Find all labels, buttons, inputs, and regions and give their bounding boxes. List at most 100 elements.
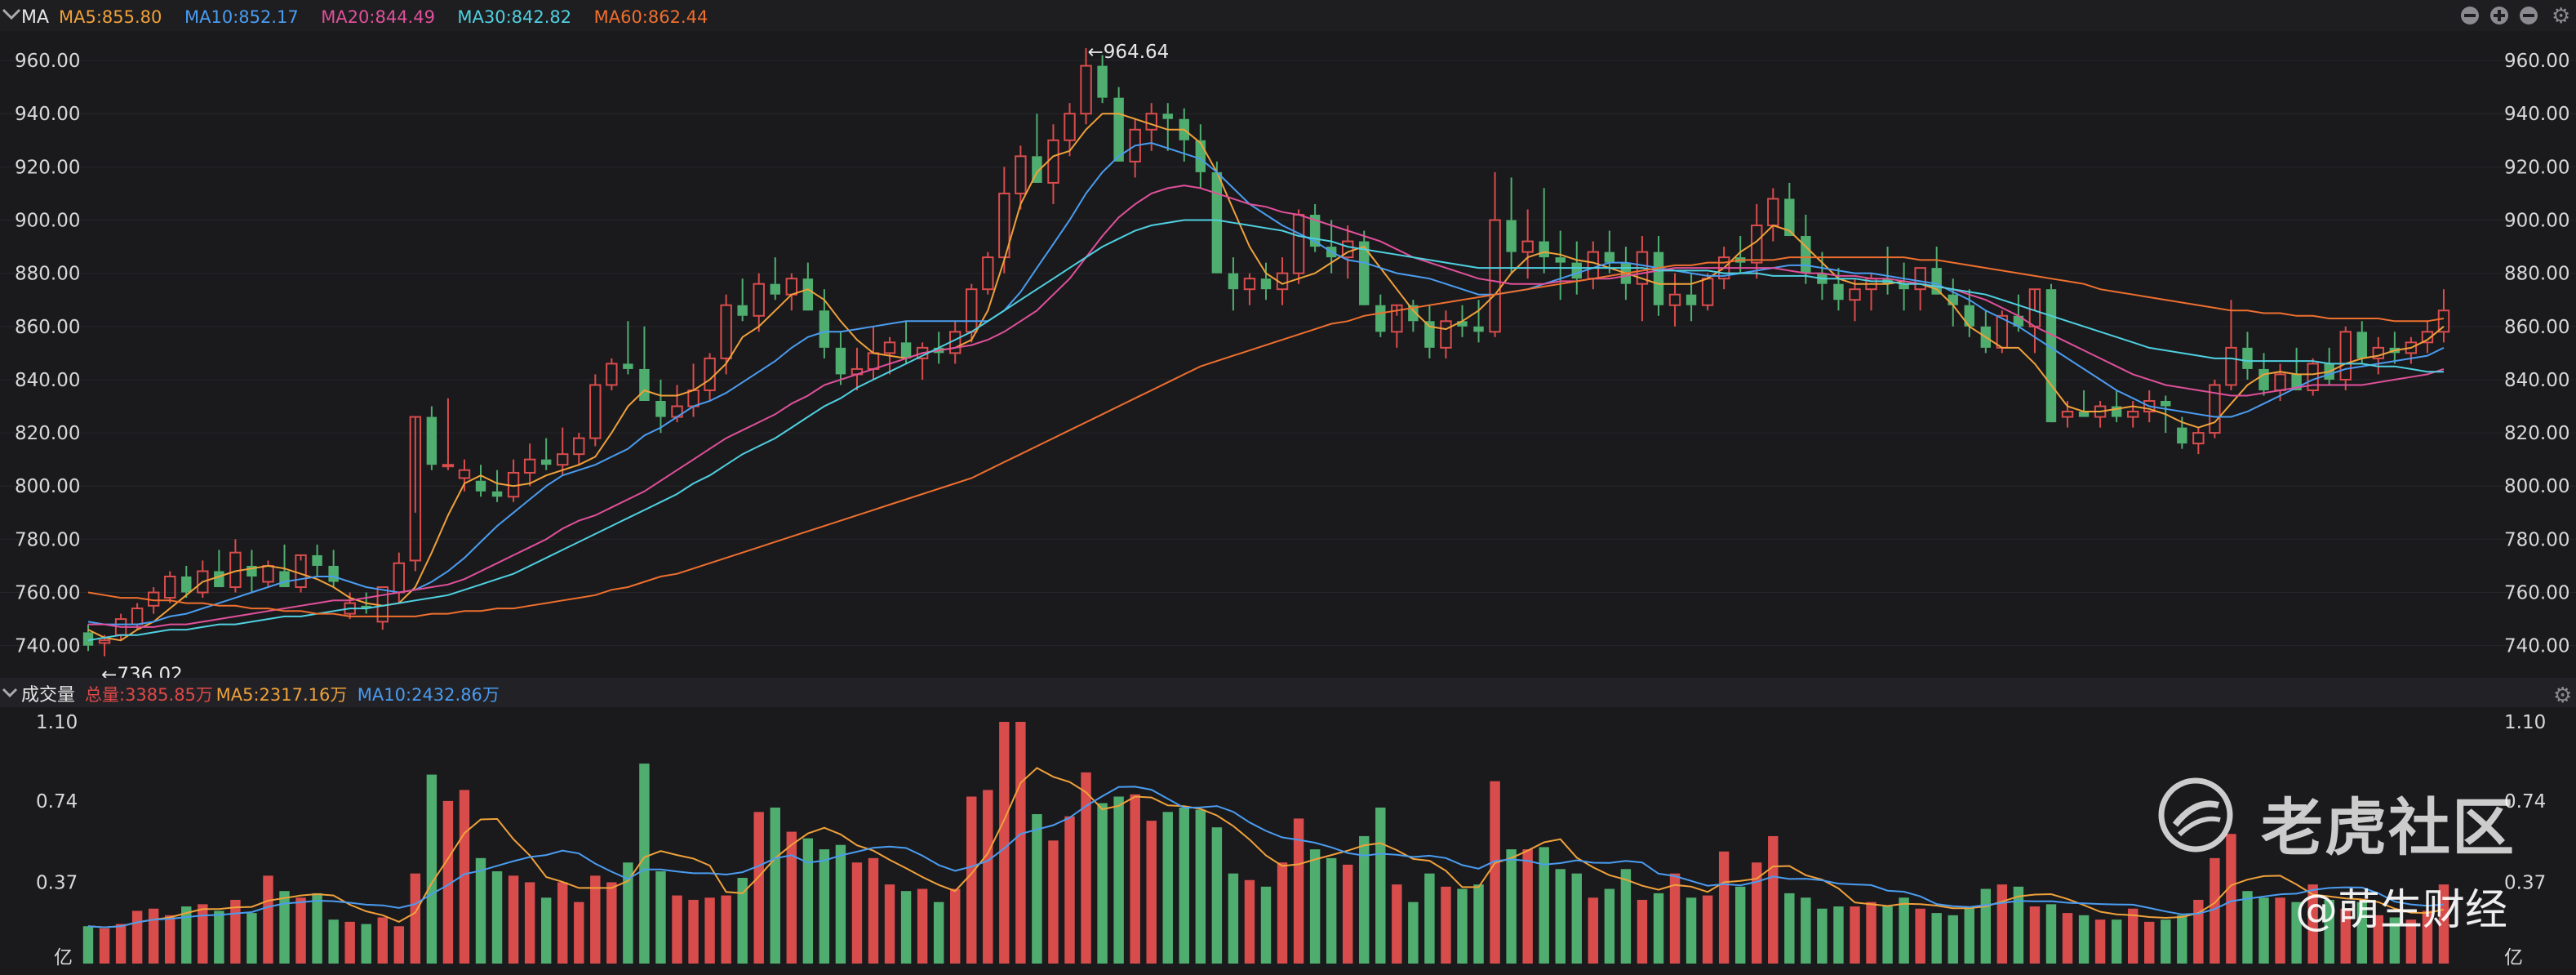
volume-tick-label-right: 0.37 [2504, 872, 2546, 893]
candle [720, 294, 732, 375]
volume-bar [148, 908, 159, 964]
volume-bar [721, 895, 731, 964]
candle [1080, 47, 1092, 125]
candle [1359, 230, 1370, 305]
volume-bar [2045, 904, 2057, 964]
volume-title[interactable]: 成交量 [21, 685, 75, 706]
volume-bar [2389, 917, 2401, 964]
volume-bar [1948, 915, 1958, 964]
volume-bar [2242, 891, 2253, 964]
candle [900, 321, 912, 364]
volume-bar [1244, 879, 1255, 964]
candle [1653, 236, 1664, 316]
volume-bar [639, 764, 650, 964]
volume-bar [82, 926, 94, 964]
volume-bar [835, 844, 846, 964]
volume-bar [361, 924, 371, 964]
volume-bar [1375, 807, 1386, 964]
candle [1260, 262, 1272, 301]
volume-tick-label: 0.74 [36, 791, 78, 812]
volume-bar [851, 862, 863, 964]
volume-bar [590, 875, 601, 964]
volume-bar [2127, 908, 2139, 964]
volume-bar [1620, 869, 1632, 964]
y-tick-label-right: 860.00 [2504, 317, 2569, 338]
volume-bar [966, 796, 977, 964]
ma-line-ma30 [87, 219, 2444, 642]
candle [2225, 300, 2237, 390]
volume-bar [1490, 781, 1500, 964]
candle [1914, 267, 1926, 311]
ma-label-5: MA60:862.44 [594, 7, 708, 27]
volume-bar [737, 878, 748, 964]
volume-bar [426, 774, 437, 964]
volume-bar [1506, 849, 1517, 964]
volume-bar [2291, 902, 2302, 964]
y-tick-label-right: 900.00 [2504, 211, 2569, 232]
volume-bar [983, 790, 993, 964]
chevron-down-icon[interactable] [2, 8, 21, 20]
y-tick-label: 860.00 [15, 317, 80, 338]
volume-bar [2029, 906, 2041, 964]
candle [82, 624, 94, 652]
gear-icon[interactable]: ⚙ [2553, 683, 2572, 708]
ma-toolbar: MA MA5:855.80 MA10:852.17 MA20:844.49 MA30:… [0, 0, 2576, 31]
candle [1375, 294, 1386, 337]
volume-bar [1915, 908, 1925, 964]
candle [2356, 321, 2367, 364]
candle [1211, 161, 1223, 274]
candle [1801, 214, 1811, 284]
candle [606, 358, 618, 390]
volume-bar [1850, 906, 1860, 964]
candle [1784, 182, 1795, 237]
candle [540, 438, 552, 470]
moving-average-lines [87, 113, 2445, 642]
volume-bar [393, 926, 405, 964]
candle [2161, 395, 2171, 434]
candle [2242, 332, 2253, 380]
candle [1408, 300, 1419, 332]
chevron-down-icon[interactable] [2, 688, 18, 698]
volume-bar [2340, 908, 2351, 964]
volume-bar [312, 893, 322, 964]
volume-label-1: 总量:3385.85万 [85, 685, 213, 705]
ma-line-ma20 [88, 185, 2445, 628]
y-tick-label-right: 780.00 [2504, 529, 2569, 550]
volume-ma5-line [87, 767, 2445, 928]
candle [475, 465, 486, 497]
volume-bar [524, 882, 535, 964]
candle [1473, 300, 1484, 343]
candle [181, 565, 192, 599]
volume-bars [82, 722, 2449, 964]
candle [1489, 171, 1501, 337]
volume-bar [1359, 835, 1370, 964]
candle [623, 321, 633, 375]
volume-header: 成交量 总量:3385.85万 MA5:2317.16万 MA10:2432.86万… [0, 678, 2576, 708]
volume-bar [1555, 869, 1566, 964]
volume-bar [1964, 906, 1974, 964]
candle [1243, 273, 1256, 305]
candle [1899, 262, 1909, 311]
volume-bar [328, 919, 339, 964]
candle [2192, 427, 2205, 455]
price-panel: 960.00 940.00 920.00 900.00 880.00 860.00 840.… [0, 42, 2576, 686]
indicator-label[interactable]: MA [21, 7, 49, 28]
gear-icon[interactable]: ⚙ [2552, 4, 2570, 29]
y-tick-label-right: 800.00 [2504, 476, 2569, 497]
candle [2405, 336, 2418, 364]
volume-bar [884, 884, 895, 964]
volume-bar [131, 910, 143, 964]
volume-bar [917, 888, 928, 964]
volume-ma10-line [87, 786, 2445, 928]
volume-bar [1473, 884, 1484, 964]
volume-bar [475, 857, 486, 964]
volume-bar [1669, 873, 1681, 964]
volume-bar [655, 870, 666, 964]
candle [573, 433, 585, 465]
volume-bar [508, 875, 519, 964]
volume-bar [868, 857, 879, 964]
watermark-text: 老虎社区 [2261, 791, 2516, 864]
volume-bar [1734, 886, 1746, 964]
volume-bar [1588, 897, 1599, 964]
candle [1521, 209, 1534, 279]
